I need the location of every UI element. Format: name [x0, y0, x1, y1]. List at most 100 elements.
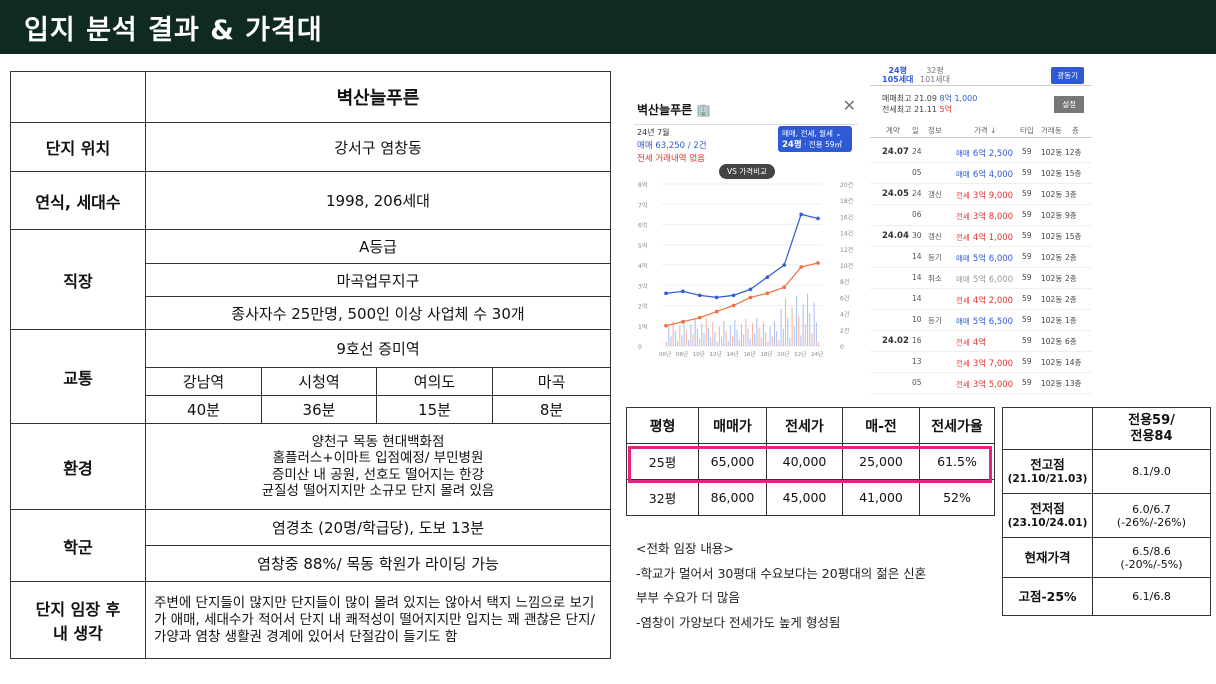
summary-corner-cell [10, 71, 146, 123]
x-tick-label: 12년 [710, 350, 722, 358]
column-header[interactable]: 계약 [886, 126, 900, 135]
volume-bar [732, 335, 734, 346]
deal-row[interactable]: 05 59 102동 13층 전세 3억 5,000 [870, 373, 1092, 394]
deal-row[interactable]: 14 취소 59 102동 2층 매매 5억 6,000 [870, 268, 1092, 289]
data-point [748, 287, 753, 292]
settings-button[interactable]: 설정 [1054, 96, 1084, 113]
deal-floor: 12층 [1065, 148, 1082, 157]
column-header[interactable]: 일 [912, 126, 919, 135]
environment-line: 홈플러스+이마트 입점예정/ 부민병원 [272, 450, 484, 466]
price-cell: 45,000 [766, 479, 843, 516]
row-label: 전고점 [1030, 456, 1065, 472]
y2-tick-label: 14건 [840, 230, 853, 238]
deal-type-filter-button[interactable]: 매매, 전세, 월세 ⌄ 24평 · 전용 59㎡ [778, 126, 852, 152]
deal-month: 24.04 [882, 231, 909, 241]
deal-kind: 매매 [956, 275, 970, 284]
comparison-table: 전용59/ 전용84 전고점 (21.10/21.03) 8.1/9.0 전저점… [1002, 407, 1211, 616]
deal-row[interactable]: 24.02 16 59 102동 6층 전세 4억 [870, 331, 1092, 352]
deal-kind: 매매 [956, 254, 970, 263]
jeonse-summary: 전세 거래내역 없음 [637, 154, 705, 164]
deal-row[interactable]: 14 59 102동 2층 전세 4억 2,000 [870, 289, 1092, 310]
year-value: 1998, 206세대 [145, 171, 611, 230]
data-point [664, 291, 668, 296]
y2-tick-label: 10건 [840, 262, 853, 270]
deal-info: 취소 [928, 274, 942, 283]
deal-high-date: 21.09 [914, 94, 937, 103]
column-header[interactable]: 거래동 [1041, 126, 1062, 135]
job-district: 마곡업무지구 [145, 263, 611, 297]
x-tick-label: 08년 [676, 350, 688, 358]
deal-price-value: 4억 [972, 338, 987, 348]
filter-size: 24평 · 전용 59㎡ [782, 139, 848, 151]
environment-value: 양천구 목동 현대백화점 홈플러스+이마트 입점예정/ 부민병원 증미산 내 공… [145, 423, 611, 510]
value-line: (-26%/-26%) [1116, 515, 1187, 529]
volume-bar [793, 326, 795, 346]
y-tick-label: 3억 [638, 282, 647, 290]
volume-bar [798, 315, 800, 346]
deal-price: 전세 4억 [956, 336, 986, 348]
deal-row[interactable]: 24.05 24 갱신 59 102동 3층 전세 3억 9,000 [870, 184, 1092, 205]
deal-row[interactable]: 24.07 24 59 102동 12층 매매 6억 2,500 [870, 142, 1092, 163]
column-header[interactable]: 층 [1072, 126, 1079, 135]
price-header: 매매가 [698, 407, 767, 444]
deal-kind: 전세 [956, 233, 970, 242]
deal-high: 매매최고 21.09 8억 1,000 [882, 93, 977, 104]
filter-types: 매매, 전세, 월세 ⌄ [782, 129, 842, 138]
volume-bar [670, 336, 672, 346]
tab-sub: 101세대 [920, 75, 950, 84]
volume-bar [789, 337, 791, 346]
deal-info: 등기 [928, 316, 942, 325]
deal-day: 05 [912, 378, 922, 387]
deal-row[interactable]: 06 59 102동 9층 전세 3억 8,000 [870, 205, 1092, 226]
x-tick-label: 06년 [659, 350, 671, 358]
y2-tick-label: 16건 [840, 213, 853, 221]
deal-high-label: 매매최고 [882, 94, 912, 103]
deal-row[interactable]: 05 59 102동 15층 매매 6억 4,000 [870, 163, 1092, 184]
volume-bar [710, 337, 712, 346]
value-line: 6.0/6.7 [1132, 502, 1171, 516]
deal-price: 전세 3억 5,000 [956, 378, 1013, 390]
jeonse-high-value: 5억 [939, 105, 952, 114]
deal-type: 59 [1022, 231, 1032, 240]
deal-high-value: 8억 1,000 [939, 94, 978, 103]
volume-bar [804, 324, 806, 346]
deal-kind: 매매 [956, 317, 970, 326]
series-line [665, 213, 819, 299]
price-row: 25평 65,000 40,000 25,000 61.5% [626, 443, 995, 480]
price-cell: 52% [919, 479, 995, 516]
deal-day: 14 [912, 273, 922, 282]
deal-dong: 102동 [1041, 316, 1063, 325]
close-icon[interactable]: ✕ [842, 96, 856, 115]
chart-period: 24년 7월 [637, 128, 670, 137]
kb-button[interactable]: 광동기 [1051, 67, 1084, 84]
deal-price-value: 6억 2,500 [972, 149, 1014, 159]
volume-bar [712, 322, 714, 346]
column-header[interactable]: 정보 [928, 126, 942, 135]
deal-kind: 전세 [956, 296, 970, 305]
deal-dong: 102동 [1041, 253, 1063, 262]
deal-type: 59 [1022, 315, 1032, 324]
row-label: 전저점 [1030, 500, 1065, 516]
compare-price-button[interactable]: VS 가격비교 [719, 164, 775, 179]
divider [870, 85, 1092, 86]
y-tick-label: 8억 [638, 181, 647, 189]
volume-bar [674, 331, 676, 346]
deal-price-value: 3억 9,000 [972, 191, 1014, 201]
data-point [782, 285, 787, 290]
volume-bar [677, 340, 679, 346]
deal-row[interactable]: 10 등기 59 102동 1층 매매 5억 6,500 [870, 310, 1092, 331]
column-header[interactable]: 가격 ↓ [974, 126, 997, 135]
column-header[interactable]: 타입 [1020, 126, 1034, 135]
deal-row[interactable]: 14 등기 59 102동 2층 매매 5억 6,000 [870, 247, 1092, 268]
deal-price: 전세 4억 1,000 [956, 231, 1013, 243]
volume-bar [745, 318, 747, 346]
deal-row[interactable]: 13 59 102동 14층 전세 3억 7,000 [870, 352, 1092, 373]
deal-info: 갱신 [928, 232, 942, 241]
deal-dong: 102동 [1041, 148, 1063, 157]
tab-32pyeong[interactable]: 32평 101세대 [920, 66, 950, 84]
deal-price-value: 3억 5,000 [972, 380, 1014, 390]
y-tick-label: 7억 [638, 201, 647, 209]
deal-row[interactable]: 24.04 30 갱신 59 102동 15층 전세 4억 1,000 [870, 226, 1092, 247]
tab-24pyeong[interactable]: 24평 105세대 [882, 66, 913, 84]
chart-panel-title: 벽산늘푸른 🏢 [637, 103, 712, 117]
